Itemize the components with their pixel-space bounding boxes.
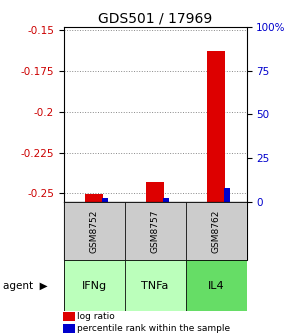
Title: GDS501 / 17969: GDS501 / 17969	[98, 12, 212, 26]
Bar	[186, 260, 246, 311]
Text: TNFa: TNFa	[142, 281, 169, 291]
Text: GSM8752: GSM8752	[90, 209, 99, 253]
Text: log ratio: log ratio	[77, 312, 115, 322]
Bar	[125, 260, 186, 311]
Bar	[102, 198, 108, 202]
Bar	[163, 198, 169, 202]
Text: GSM8757: GSM8757	[151, 209, 160, 253]
Bar	[146, 182, 164, 202]
Bar	[64, 260, 125, 311]
Text: IL4: IL4	[208, 281, 224, 291]
Text: IFNg: IFNg	[82, 281, 107, 291]
Text: agent  ▶: agent ▶	[3, 281, 48, 291]
Text: GSM8762: GSM8762	[211, 209, 221, 253]
Bar	[63, 312, 75, 321]
Bar	[64, 202, 125, 260]
Bar	[224, 187, 230, 202]
Text: percentile rank within the sample: percentile rank within the sample	[77, 324, 230, 333]
Bar	[85, 194, 103, 202]
Bar	[63, 324, 75, 333]
Bar	[186, 202, 246, 260]
Bar	[125, 202, 186, 260]
Bar	[207, 51, 225, 202]
